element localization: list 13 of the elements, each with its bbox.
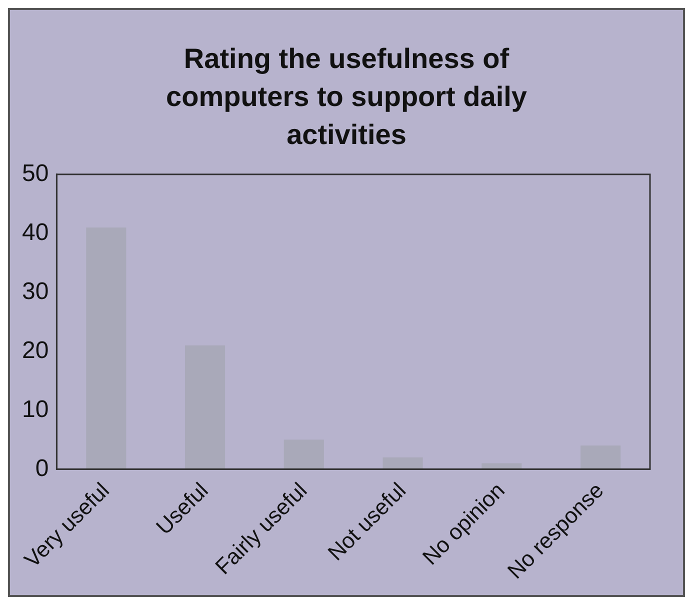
y-tick-label: 10: [22, 396, 49, 423]
bar: [382, 457, 423, 470]
bar: [482, 463, 522, 470]
bar: [580, 446, 621, 470]
y-tick-label: 20: [22, 336, 49, 364]
y-tick-label: 50: [22, 160, 49, 188]
bar: [185, 345, 226, 470]
y-tick-label: 40: [22, 218, 49, 246]
y-tick-label: 0: [35, 454, 49, 482]
bar: [86, 227, 126, 470]
chart-title: Rating the usefulness of computers to support daily activities: [165, 42, 528, 152]
bar: [284, 440, 324, 470]
y-tick-label: 30: [22, 278, 49, 305]
